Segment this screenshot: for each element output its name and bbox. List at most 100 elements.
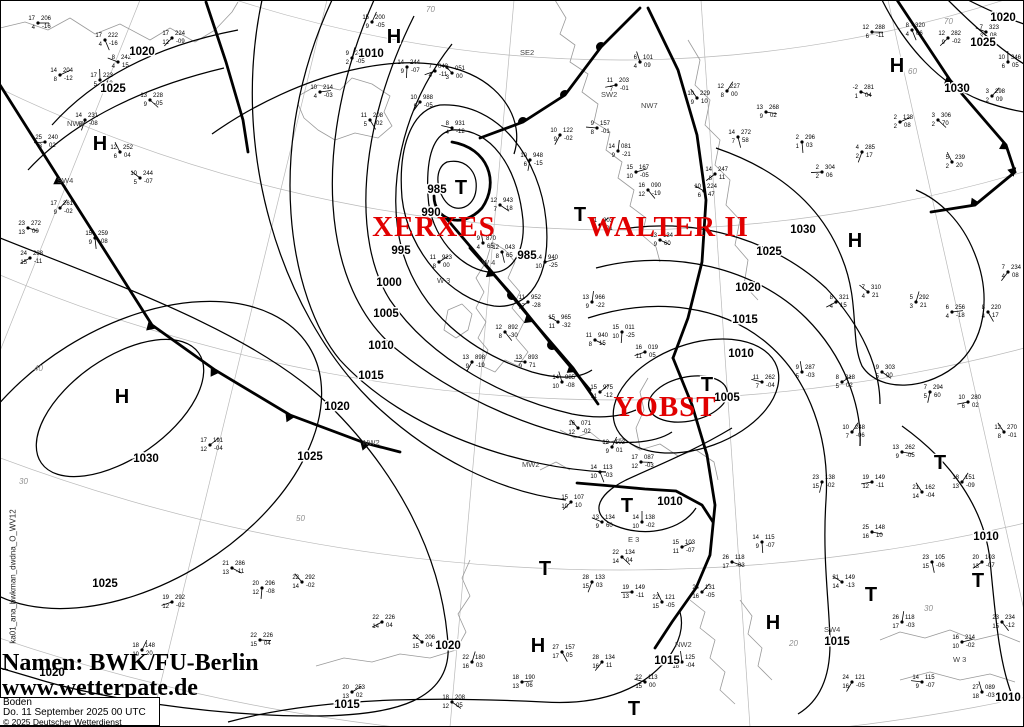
station-dewpoint: 5	[364, 122, 368, 128]
station-wind-barb	[871, 531, 883, 535]
ship-station-label: W 4	[482, 258, 495, 267]
station-tendency: 11	[719, 175, 726, 181]
station-tendency: -06	[856, 433, 865, 439]
station-temperature: 22	[635, 675, 642, 681]
station-dewpoint: 8	[496, 254, 500, 260]
station-temperature: 8	[830, 295, 834, 301]
station-wind-barb	[605, 84, 617, 88]
station-temperature: 24	[842, 675, 849, 681]
station-wind-barb	[544, 258, 556, 263]
station-wind-barb	[937, 119, 947, 128]
station-dot	[730, 560, 734, 564]
station-pressure: 234	[1011, 265, 1022, 271]
station-temperature: 17	[90, 73, 97, 79]
station-temperature: 3	[986, 89, 990, 95]
station-dot	[140, 648, 144, 652]
station-wind-barb	[351, 685, 362, 693]
station-pressure: 214	[965, 635, 976, 641]
station-dot	[138, 176, 142, 180]
ship-station-label: E 3	[628, 535, 639, 544]
station-dewpoint: 7	[732, 139, 736, 145]
station-temperature: 10	[842, 425, 849, 431]
isobar-label: 1030	[133, 453, 159, 465]
station-temperature: 15	[626, 165, 633, 171]
station-temperature: 6	[946, 305, 950, 311]
station-wind-barb	[799, 361, 803, 373]
station-wind-barb	[978, 681, 983, 693]
occlusion-spiral-xerxes	[432, 140, 492, 222]
station-tendency: -19	[652, 191, 661, 197]
station-wind-barb	[471, 651, 476, 663]
station-tendency: -08	[99, 239, 108, 245]
station-temperature: 11	[607, 78, 614, 84]
station-tendency: 00	[456, 74, 463, 80]
station-pressure: 248	[855, 425, 866, 431]
station-pressure: 149	[875, 475, 886, 481]
station-pressure: 298	[995, 89, 1006, 95]
station-tendency: -05	[706, 593, 715, 599]
station-dot	[658, 238, 662, 242]
occluded-front-xerxes-warm	[468, 246, 592, 392]
station-dewpoint: 12	[442, 704, 449, 710]
station-dot	[946, 36, 950, 40]
station-tendency: 15	[599, 341, 606, 347]
station-dot	[36, 21, 40, 25]
station-temperature: 7	[862, 285, 866, 291]
station-temperature: 10	[687, 91, 694, 97]
fronts	[0, 0, 1017, 650]
station-tendency: 09	[996, 97, 1003, 103]
station-dewpoint: 4	[982, 314, 986, 320]
station-tendency: 03	[476, 663, 483, 669]
graticule-label: 30	[924, 604, 933, 613]
station-dot	[850, 680, 854, 684]
station-pressure: 224	[175, 31, 186, 37]
station-temperature: 22	[652, 595, 659, 601]
station-dot	[930, 560, 934, 564]
station-wind-barb	[558, 371, 563, 383]
station-dewpoint: 5	[876, 374, 880, 380]
station-tendency: -07	[766, 543, 775, 549]
station-tendency: -03	[986, 693, 995, 699]
station-temperature: 9	[876, 365, 880, 371]
station-wind-barb	[424, 70, 436, 76]
isobar-label: 1010	[368, 340, 394, 352]
isobar-label: 1020	[324, 401, 350, 413]
ship-station-label: W 3	[437, 276, 450, 285]
station-pressure: 043	[438, 64, 449, 70]
station-tendency: -11	[34, 259, 43, 265]
ship-station-label: NW7	[641, 101, 658, 110]
station-pressure: 071	[581, 421, 592, 427]
station-temperature: 19	[162, 595, 169, 601]
station-pressure: 262	[905, 445, 916, 451]
station-temperature: 17	[95, 33, 102, 39]
isobar-label: 1015	[654, 655, 680, 667]
station-wind-barb	[451, 701, 462, 709]
station-temperature: 11	[519, 295, 526, 301]
station-dot	[702, 189, 706, 193]
station-tendency: -11	[636, 593, 645, 599]
station-wind-barb	[705, 173, 716, 181]
station-dewpoint: 7	[756, 384, 760, 390]
station-pressure: 893	[528, 355, 539, 361]
station-wind-barb	[857, 151, 863, 163]
station-temperature: 5	[946, 155, 950, 161]
station-pressure: 167	[639, 165, 650, 171]
station-tendency: -08	[566, 383, 575, 389]
station-dewpoint: 10	[552, 384, 559, 390]
station-dot	[528, 158, 532, 162]
station-pressure: 943	[503, 198, 514, 204]
station-dewpoint: 8	[591, 130, 595, 136]
station-temperature: 14	[590, 465, 597, 471]
station-dot	[634, 170, 638, 174]
station-temperature: 15	[548, 315, 555, 321]
low-pressure-center: T	[865, 584, 877, 606]
station-wind-barb	[975, 27, 987, 33]
station-dewpoint: 2	[946, 164, 950, 170]
station-pressure: 043	[505, 245, 516, 251]
station-pressure: 149	[635, 585, 646, 591]
station-dot	[28, 256, 32, 260]
station-wind-barb	[987, 311, 994, 322]
station-wind-barb	[94, 237, 97, 249]
station-dewpoint: 4	[314, 94, 318, 100]
station-temperature: 14	[632, 515, 639, 521]
